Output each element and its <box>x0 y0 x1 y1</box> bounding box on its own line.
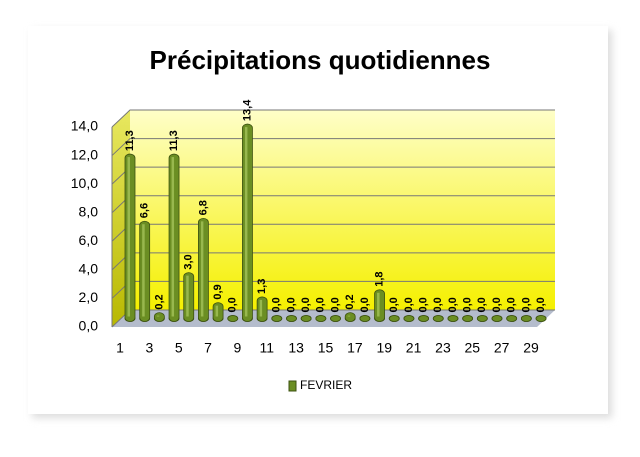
bar <box>535 315 547 322</box>
bar <box>344 312 356 322</box>
value-label: 0,9 <box>212 284 224 299</box>
x-tick-label: 19 <box>376 340 392 356</box>
x-tick-label: 13 <box>288 340 304 356</box>
bar <box>462 315 474 322</box>
value-label: 0,0 <box>476 297 488 312</box>
bar <box>432 315 444 322</box>
bar-highlight <box>186 275 189 317</box>
value-label: 0,0 <box>491 297 503 312</box>
bar-highlight <box>142 224 145 317</box>
value-label: 6,8 <box>197 200 209 215</box>
bar <box>271 315 283 322</box>
x-tick-label: 21 <box>406 340 422 356</box>
value-label: 0,0 <box>271 297 283 312</box>
value-label: 11,3 <box>168 130 180 151</box>
bar-highlight <box>127 157 130 317</box>
value-label: 0,0 <box>520 297 532 312</box>
bar <box>330 315 341 322</box>
y-tick-label: 2,0 <box>79 289 99 305</box>
value-label: 3,0 <box>183 254 195 269</box>
value-label: 0,0 <box>447 297 459 312</box>
bar <box>447 315 459 322</box>
x-tick-label: 17 <box>347 340 363 356</box>
y-tick-label: 4,0 <box>79 261 99 277</box>
grid-line <box>111 109 555 128</box>
value-label: 0,0 <box>227 297 239 312</box>
value-label: 1,8 <box>373 271 385 286</box>
bar <box>520 315 532 322</box>
value-label: 0,0 <box>506 297 518 312</box>
bar-highlight <box>347 315 351 317</box>
value-label: 0,2 <box>344 294 356 309</box>
y-tick-label: 14,0 <box>71 118 98 134</box>
value-label: 0,0 <box>359 297 371 312</box>
bar-highlight <box>200 221 204 317</box>
bar-highlight <box>259 299 263 317</box>
value-label: 0,0 <box>535 297 547 312</box>
value-label: 0,0 <box>329 297 341 312</box>
back-wall <box>130 110 555 310</box>
x-tick-label: 11 <box>260 340 275 356</box>
value-label: 0,0 <box>462 297 474 312</box>
bar <box>491 315 503 322</box>
bar <box>286 315 297 322</box>
value-label: 11,3 <box>124 130 136 151</box>
bar <box>403 315 415 322</box>
value-label: 0,0 <box>285 297 297 312</box>
bar-highlight <box>215 305 219 317</box>
y-tick-label: 12,0 <box>71 146 98 162</box>
x-tick-label: 9 <box>234 340 242 356</box>
bar <box>300 315 312 322</box>
x-tick-label: 5 <box>175 340 183 356</box>
value-label: 6,6 <box>139 203 151 218</box>
y-tick-label: 8,0 <box>79 203 99 219</box>
grid-line <box>111 138 555 156</box>
x-tick-label: 15 <box>318 340 334 356</box>
value-label: 1,3 <box>256 279 268 294</box>
x-tick-label: 27 <box>494 340 510 356</box>
legend-label: FEVRIER <box>300 378 352 392</box>
bar-highlight <box>244 127 248 317</box>
y-tick-label: 6,0 <box>79 232 99 248</box>
bar <box>506 315 518 322</box>
y-tick-label: 10,0 <box>71 175 98 191</box>
x-tick-label: 29 <box>523 340 539 356</box>
chart-title: Précipitations quotidiennes <box>150 45 491 75</box>
bar <box>227 315 239 322</box>
value-label: 0,0 <box>418 297 430 312</box>
value-label: 0,0 <box>432 297 444 312</box>
bar <box>153 312 165 322</box>
x-tick-label: 7 <box>204 340 212 356</box>
legend-swatch <box>288 380 297 392</box>
bar <box>359 315 371 322</box>
x-tick-label: 1 <box>116 340 124 356</box>
bar-highlight <box>377 292 380 317</box>
y-tick-label: 0,0 <box>79 318 99 334</box>
value-label: 0,0 <box>315 297 327 312</box>
bar <box>388 315 400 322</box>
bar-highlight <box>171 157 175 317</box>
value-label: 0,0 <box>300 297 312 312</box>
bar-highlight <box>156 315 160 317</box>
value-label: 0,0 <box>388 297 400 312</box>
x-tick-label: 25 <box>465 340 481 356</box>
x-tick-label: 23 <box>435 340 451 356</box>
value-label: 13,4 <box>241 99 253 121</box>
bar <box>476 315 488 322</box>
value-label: 0,2 <box>153 294 165 309</box>
bar <box>418 315 430 322</box>
x-tick-label: 3 <box>145 340 153 356</box>
bar <box>315 315 327 322</box>
value-label: 0,0 <box>403 297 415 312</box>
